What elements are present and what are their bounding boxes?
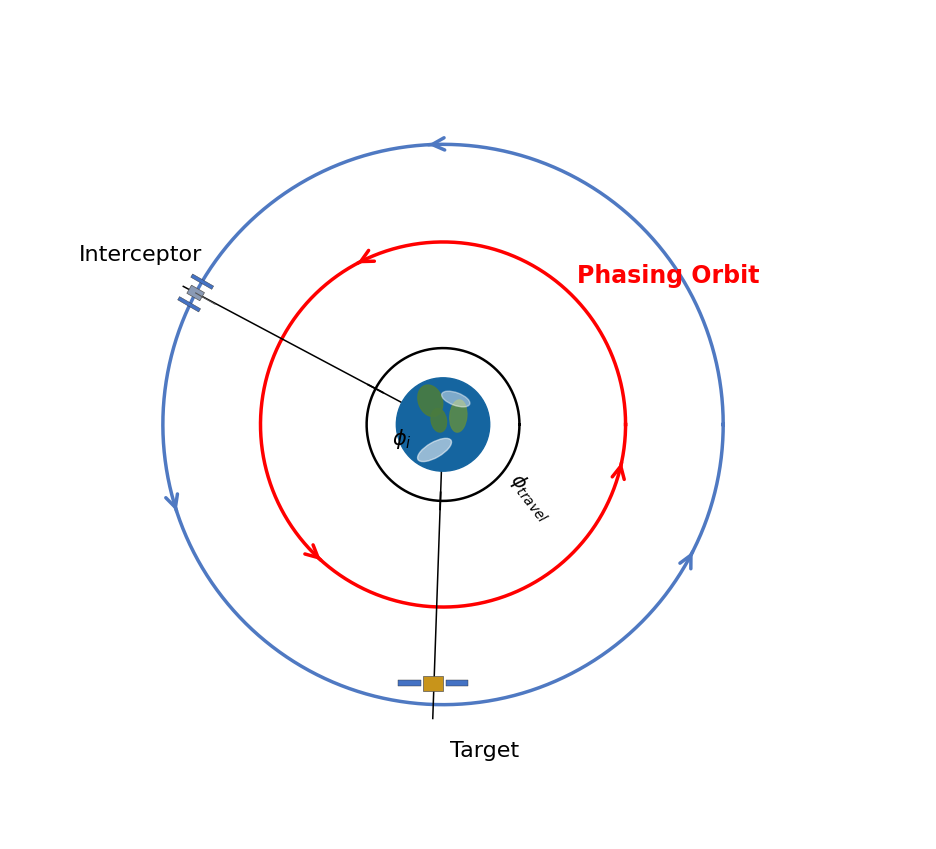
Polygon shape bbox=[186, 285, 204, 301]
Text: Phasing Orbit: Phasing Orbit bbox=[577, 264, 758, 288]
Ellipse shape bbox=[441, 391, 469, 407]
Ellipse shape bbox=[417, 385, 443, 416]
Circle shape bbox=[396, 378, 490, 471]
Text: $\phi_{travel}$: $\phi_{travel}$ bbox=[505, 469, 556, 526]
Bar bbox=[423, 676, 443, 691]
Text: Interceptor: Interceptor bbox=[79, 245, 202, 265]
Ellipse shape bbox=[417, 438, 451, 462]
Text: $\phi_i$: $\phi_i$ bbox=[392, 427, 412, 451]
Ellipse shape bbox=[431, 408, 446, 432]
Bar bbox=[446, 680, 468, 686]
Polygon shape bbox=[178, 296, 200, 312]
Ellipse shape bbox=[449, 400, 466, 432]
Text: Target: Target bbox=[449, 741, 519, 762]
Bar bbox=[398, 680, 420, 686]
Polygon shape bbox=[191, 274, 213, 290]
